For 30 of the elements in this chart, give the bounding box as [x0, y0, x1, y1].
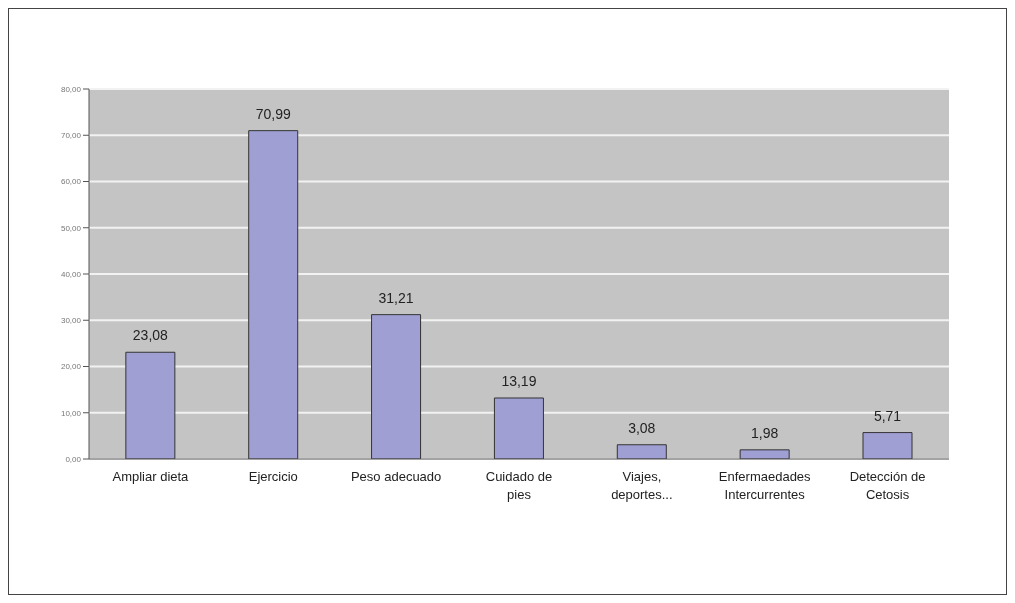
y-tick-label: 10,00 [60, 408, 82, 418]
bar [862, 432, 913, 459]
y-tick-label: 80,00 [60, 84, 82, 94]
data-label: 70,99 [255, 105, 291, 122]
bar [616, 444, 667, 459]
x-tick-label: Ampliar dieta [112, 469, 190, 484]
data-label: 1,98 [751, 424, 779, 441]
data-label: 31,21 [378, 289, 414, 306]
bar [125, 351, 176, 459]
bar [371, 314, 422, 459]
y-tick-label: 70,00 [60, 131, 82, 141]
data-label: 23,08 [132, 327, 169, 344]
y-tick-label: 40,00 [60, 269, 82, 279]
x-tick-label: Ejercicio [248, 469, 298, 484]
data-label: 5,71 [873, 407, 902, 424]
x-tick-label: Enfermaedades Intercurrentes [718, 469, 812, 502]
y-tick-label: 60,00 [60, 177, 82, 187]
x-tick-label: Cuidado de pies [485, 469, 553, 502]
bar [739, 449, 790, 459]
bar [493, 397, 544, 459]
data-label: 13,19 [501, 373, 537, 389]
x-tick-label: Detección de Cetosis [849, 469, 926, 502]
y-tick-label: 30,00 [60, 316, 82, 326]
x-tick-label: Viajes, deportes... [611, 469, 673, 502]
y-tick-label: 20,00 [60, 362, 82, 372]
data-label: 3,08 [628, 419, 656, 436]
y-tick-label: 50,00 [60, 223, 82, 233]
y-tick-label: 0,00 [65, 454, 82, 464]
x-tick-label: Peso adecuado [350, 469, 442, 484]
bar [248, 130, 299, 459]
